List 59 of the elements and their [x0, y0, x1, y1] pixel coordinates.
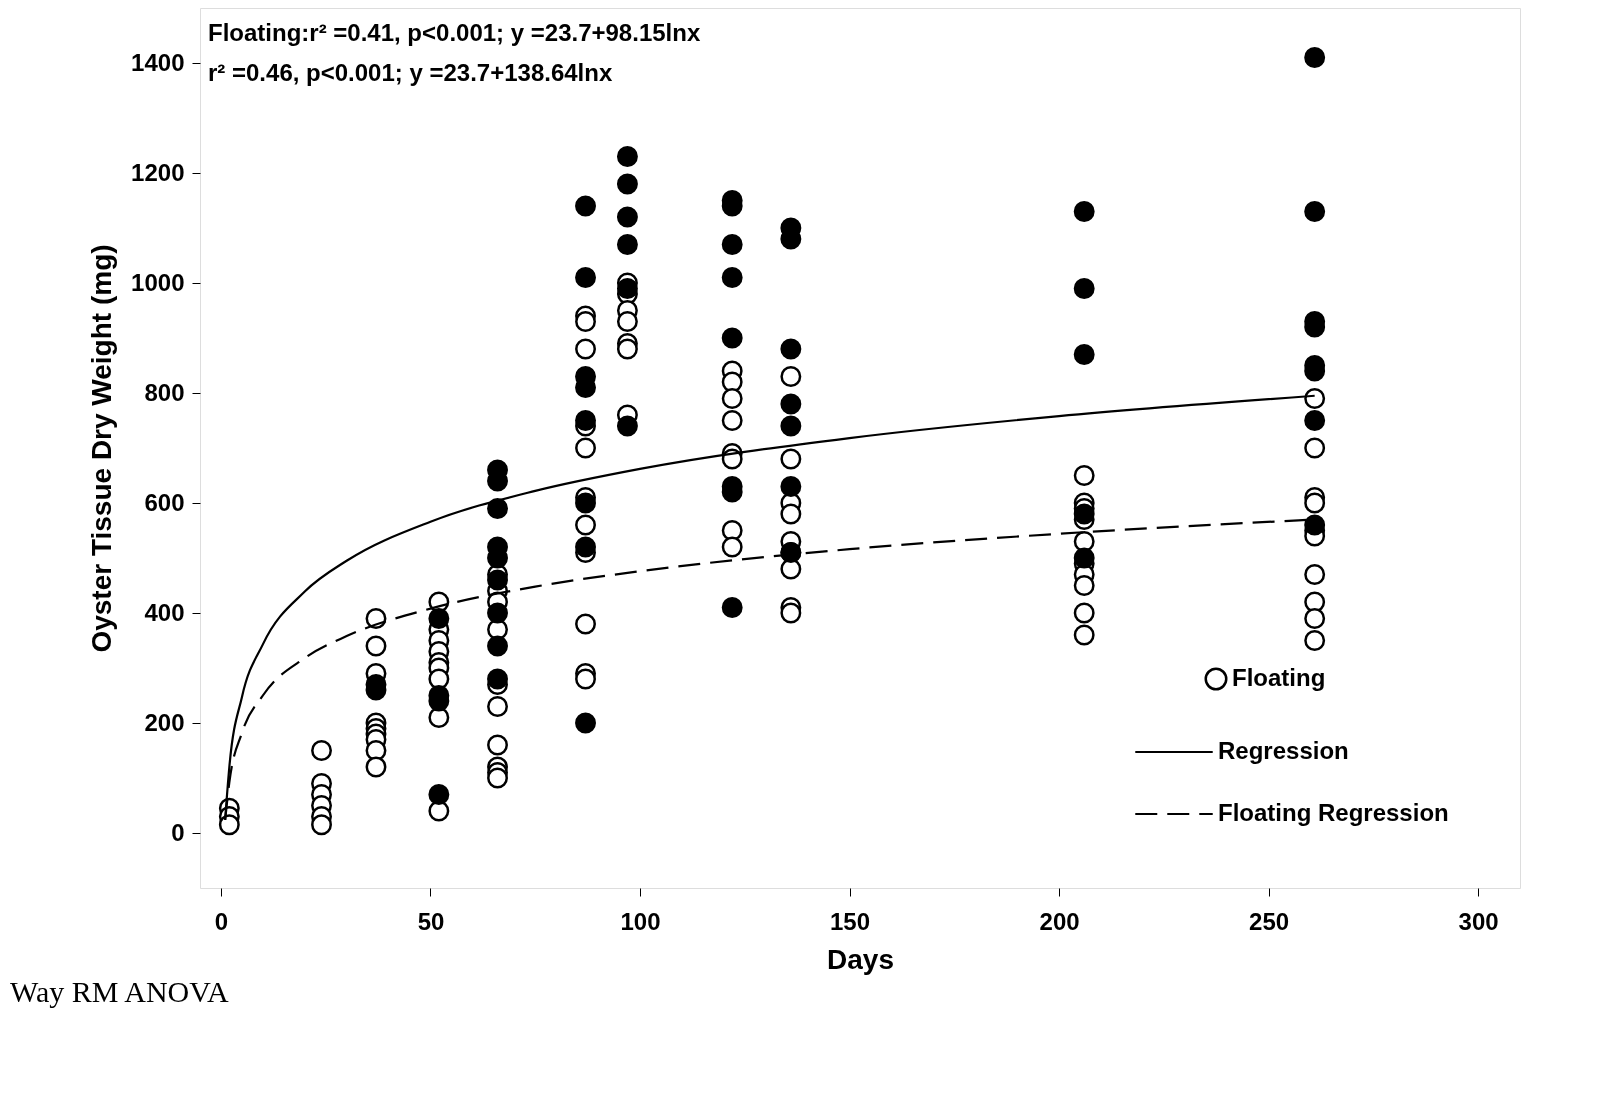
annotation: r² =0.46, p<0.001; y =23.7+138.64lnx: [208, 59, 613, 86]
point: [1304, 47, 1326, 68]
x-tick-label: 250: [1249, 907, 1290, 935]
y-axis-title: Oyster Tissue Dry Weight (mg): [86, 244, 118, 653]
point: [575, 712, 596, 734]
point: [575, 267, 596, 288]
y-tick-label: 0: [171, 818, 185, 846]
legend-label: Floating Regression: [1218, 799, 1449, 826]
y-tick-label: 400: [144, 598, 185, 626]
x-axis-title: Days: [827, 943, 894, 975]
y-tick-label: 1200: [131, 158, 185, 186]
point: [780, 415, 802, 437]
point: [1073, 547, 1095, 569]
y-tick-label: 800: [144, 378, 185, 406]
point: [616, 278, 638, 299]
point: [1304, 514, 1326, 536]
point: [1304, 410, 1326, 431]
text: Way RM ANOVA: [10, 975, 230, 1008]
point: [616, 206, 638, 228]
point: [487, 569, 508, 591]
point: [487, 668, 508, 690]
x-tick-label: 100: [620, 907, 661, 935]
point: [616, 415, 638, 437]
legend-label: Regression: [1218, 737, 1349, 764]
y-tick-label: 600: [144, 488, 185, 516]
point: [428, 608, 450, 629]
point: [1073, 503, 1095, 525]
point: [428, 784, 450, 805]
point: [1073, 344, 1095, 365]
point: [616, 234, 638, 255]
point: [780, 393, 802, 415]
y-tick-label: 1000: [131, 268, 185, 296]
x-tick-label: 50: [417, 907, 445, 935]
point: [575, 492, 596, 514]
point: [487, 498, 508, 519]
point: [487, 602, 508, 624]
point: [721, 597, 743, 618]
point: [780, 476, 802, 497]
point: [721, 234, 743, 255]
point: [616, 146, 638, 167]
x-tick-label: 200: [1039, 907, 1080, 935]
point: [721, 267, 743, 288]
point: [487, 635, 508, 657]
point: [616, 173, 638, 195]
point: [1073, 278, 1095, 299]
x-tick-label: 0: [214, 907, 229, 935]
x-tick-label: 300: [1458, 907, 1499, 935]
y-tick-label: 200: [144, 708, 185, 736]
y-tick-label: 1400: [131, 48, 185, 76]
x-tick-label: 150: [830, 907, 871, 935]
point: [1073, 201, 1095, 222]
point: [575, 410, 596, 431]
annotation: Floating:r² =0.41, p<0.001; y =23.7+98.15lnx: [208, 19, 701, 46]
point: [780, 338, 802, 360]
point: [721, 327, 743, 349]
point: [575, 195, 596, 217]
point: [1304, 201, 1326, 222]
point: [575, 536, 596, 558]
legend-label: Floating: [1232, 664, 1326, 691]
